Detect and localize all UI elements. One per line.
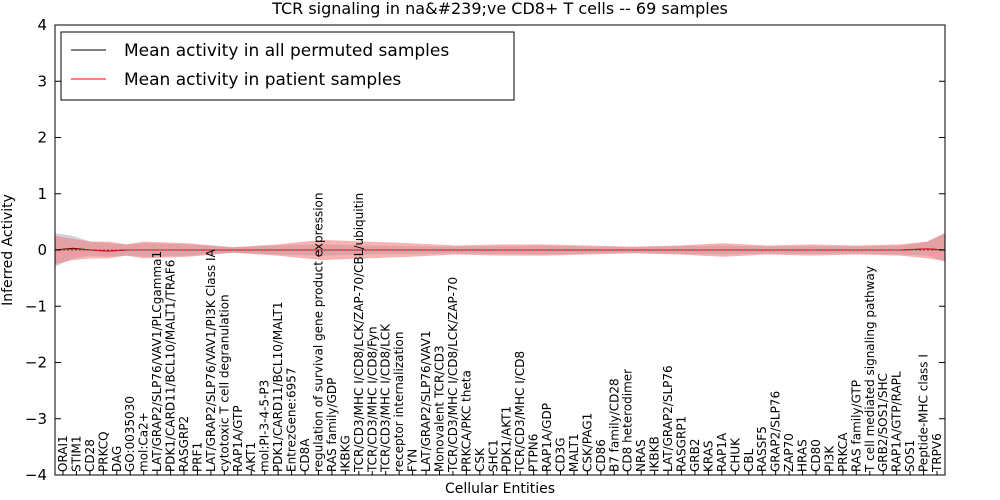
x-tick-label: PDK1/CARD11/BCL10/MALT1/TRAF6 (164, 260, 178, 472)
x-tick-label: mol:PI-3-4-5-P3 (258, 380, 272, 472)
x-tick-label: PDK1/CARD11/BCL10/MALT1 (271, 302, 285, 472)
legend-box (60, 31, 515, 101)
legend: Mean activity in all permuted samples Me… (60, 31, 515, 101)
x-tick-label: Monovalent TCR/CD3 (433, 345, 447, 472)
x-tick-label: RASGRP2 (177, 416, 191, 472)
x-tick-label: RAS family/GDP (325, 378, 339, 472)
x-tick-label: TCR/CD3/MHC I/CD8/LCK/ZAP-70/CBL/ubiquit… (352, 193, 366, 473)
x-tick-label: CD86 (594, 439, 608, 472)
y-tick-label: 3 (37, 72, 47, 90)
x-tick-label: PRF1 (191, 442, 205, 472)
x-tick-label: RAP1A/GTP (231, 405, 245, 472)
x-tick-label: RAP1A/GDP (540, 403, 554, 472)
x-tick-label: T cell mediated signaling pathway (863, 266, 877, 473)
x-tick-label: PDK1/AKT1 (500, 406, 514, 472)
x-tick-label: TCR/CD3/MHC I/CD8/LCK (379, 323, 393, 473)
patient-band (55, 233, 945, 265)
x-tick-label: LAT/GRAP2/SLP76/VAV1 (419, 331, 433, 472)
x-tick-label: CSK (473, 447, 487, 472)
x-tick-label: PI3K (822, 445, 836, 472)
x-tick-label: NRAS (634, 439, 648, 472)
x-tick-label: STIM1 (69, 436, 83, 472)
x-tick-label: TRPV6 (930, 433, 944, 473)
x-tick-label: ZAP70 (782, 433, 796, 472)
x-tick-label: Peptide-MHC class I (917, 354, 931, 472)
x-axis-label: Cellular Entities (445, 481, 555, 497)
x-tick-label: HRAS (796, 439, 810, 472)
x-tick-label: receptor internalization (392, 332, 406, 472)
x-tick-label: LAT/GRAP2/SLP76/VAV1/PI3K Class IA (204, 248, 218, 472)
x-tick-label: RASSF5 (755, 426, 769, 472)
x-tick-label: CD8A (298, 438, 312, 472)
x-tick-label: DAG (110, 446, 124, 472)
legend-label-patient: Mean activity in patient samples (124, 70, 401, 90)
y-tick-label: 1 (37, 185, 47, 203)
x-tick-label: CHUK (728, 437, 742, 472)
x-tick-label: FYN (406, 449, 420, 472)
x-tick-label: regulation of survival gene product expr… (312, 193, 326, 472)
y-tick-label: 0 (37, 241, 47, 259)
x-tick-label: KRAS (701, 440, 715, 472)
x-tick-label: CBL (742, 448, 756, 472)
legend-label-permuted: Mean activity in all permuted samples (124, 41, 449, 61)
x-tick-label: GRB2 (688, 438, 702, 472)
x-tick-label: SHC1 (486, 439, 500, 472)
x-tick-label: MALT1 (567, 433, 581, 472)
x-tick-label: GRAP2/SLP76 (769, 391, 783, 472)
x-tick-label: PRKCQ (96, 431, 110, 472)
x-tick-label: B7 family/CD28 (607, 378, 621, 472)
x-tick-label: RASGRP1 (675, 416, 689, 472)
x-tick-label: CSK/PAG1 (580, 413, 594, 472)
x-tick-label: AKT1 (244, 442, 258, 472)
x-tick-label: TCR/CD3/MHC I/CD8/LCK/ZAP-70 (446, 277, 460, 473)
x-tick-label: CD80 (809, 439, 823, 472)
x-tick-label: LAT/GRAP2/SLP76/VAV1/PLCgamma1 (150, 251, 164, 472)
x-tick-label: RAP1A/GTP/RAPL (890, 371, 904, 472)
x-tick-label: TCR/CD3/MHC I/CD8/Fyn (365, 326, 379, 473)
x-tick-label: GO:0035030 (123, 396, 137, 472)
x-tick-label: PRKCA/PKC theta (459, 370, 473, 472)
y-tick-label: −2 (25, 354, 47, 372)
x-tick-label: PRKCA (836, 432, 850, 472)
y-tick-label: −4 (25, 466, 47, 484)
x-tick-label: PTPN6 (527, 434, 541, 472)
chart-title: TCR signaling in na&#239;ve CD8+ T cells… (271, 0, 728, 18)
x-tick-label: cytotoxic T cell degranulation (217, 294, 231, 472)
x-tick-label: SOS1 (903, 440, 917, 472)
y-tick-label: 2 (37, 129, 47, 147)
x-tick-label: IKBKB (648, 436, 662, 472)
y-axis-label: Inferred Activity (0, 194, 16, 306)
x-tick-label: IKBKG (338, 435, 352, 472)
x-tick-label: TCR/CD3/MHC I/CD8 (513, 351, 527, 473)
x-tick-label: RAP1A (715, 432, 729, 472)
y-tick-label: 4 (37, 16, 47, 34)
y-tick-label: −1 (25, 297, 47, 315)
x-tick-label: RAS family/GTP (849, 380, 863, 472)
x-tick-label: CD8 heterodimer (621, 369, 635, 472)
x-tick-label: LAT/GRAP2/SLP76 (661, 365, 675, 472)
x-tick-label: CD3G (554, 437, 568, 472)
x-tick-label: ORAI1 (56, 435, 70, 472)
y-tick-label: −3 (25, 410, 47, 428)
x-tick-label: mol:Ca2+ (137, 412, 151, 472)
x-tick-label: EntrezGene:6957 (285, 368, 299, 473)
x-tick-label: GRB2/SOS1/SHC (876, 373, 890, 472)
x-tick-label: CD28 (83, 439, 97, 472)
